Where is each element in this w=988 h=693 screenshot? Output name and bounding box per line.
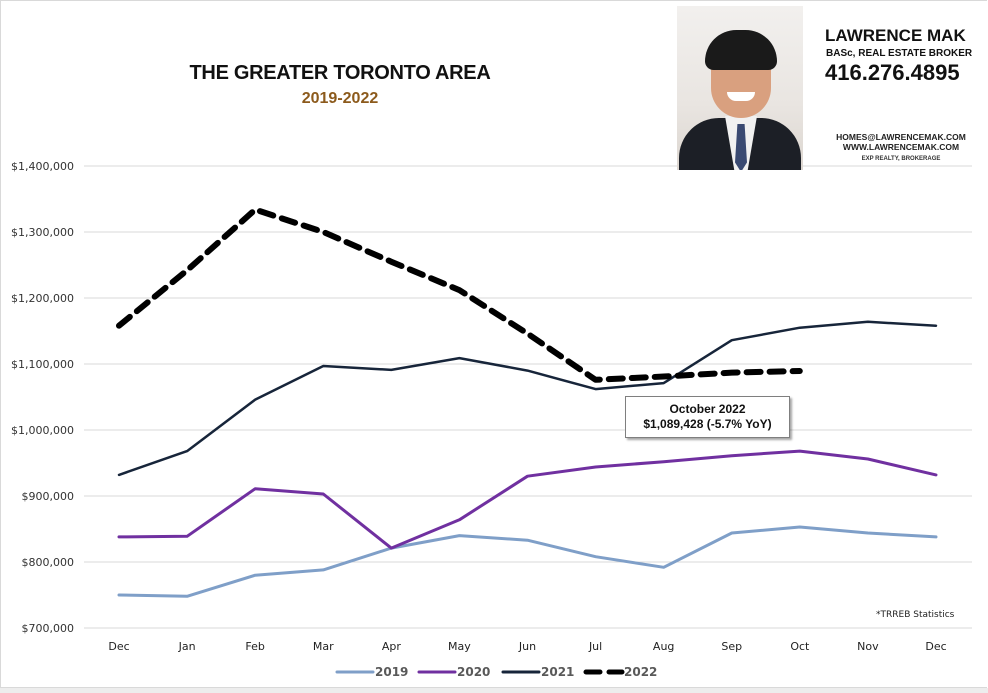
y-tick-label: $1,000,000 [11,424,74,437]
photo-smile [727,92,755,101]
agent-photo [677,6,803,170]
x-tick-label: Sep [721,640,742,653]
legend-label-2020: 2020 [457,665,490,679]
agent-role: BASc, REAL ESTATE BROKER [826,48,973,59]
series-line-2019 [117,525,938,598]
y-tick-label: $1,300,000 [11,226,74,239]
series-line-2022 [116,206,803,383]
y-tick-label: $1,400,000 [11,160,74,173]
y-tick-label: $900,000 [22,490,75,503]
x-tick-label: Dec [925,640,946,653]
callout-line-2: $1,089,428 (-5.7% YoY) [643,417,772,431]
y-tick-label: $1,200,000 [11,292,74,305]
series-line-2021 [117,320,938,477]
series-lines [116,206,938,598]
agent-name: LAWRENCE MAK [825,26,966,45]
x-tick-label: Apr [382,640,402,653]
agent-brokerage: EXP REALTY, BROKERAGE [861,156,941,162]
y-tick-label: $800,000 [22,556,75,569]
source-note: *TRREB Statistics [876,610,955,620]
chart-subtitle: 2019-2022 [301,90,379,107]
chart-title: THE GREATER TORONTO AREA [189,62,491,84]
agent-phone: 416.276.4895 [825,60,960,85]
agent-card: LAWRENCE MAK BASc, REAL ESTATE BROKER 41… [677,6,977,170]
gridlines [84,165,972,629]
x-tick-label: Feb [245,640,264,653]
photo-hair [705,30,777,70]
x-tick-label: Oct [790,640,810,653]
photo-tie [735,124,747,170]
bottom-border-strip [0,688,988,693]
x-tick-label: May [448,640,471,653]
x-tick-label: Jun [518,640,536,653]
legend-label-2022: 2022 [624,665,657,679]
legend-label-2021: 2021 [541,665,574,679]
y-axis-ticks: $700,000 $800,000 $900,000 $1,000,000 $1,100… [11,160,74,635]
y-tick-label: $700,000 [22,622,75,635]
agent-website: WWW.LAWRENCEMAK.COM [842,142,960,152]
series-line-2020 [117,449,938,550]
x-tick-label: Aug [653,640,674,653]
legend-label-2019: 2019 [375,665,408,679]
y-tick-label: $1,100,000 [11,358,74,371]
x-tick-label: Jan [178,640,196,653]
x-axis-ticks: Dec Jan Feb Mar Apr May Jun Jul Aug Sep Oct Nov Dec [108,640,946,653]
october-2022-callout: October 2022 $1,089,428 (-5.7% YoY) [625,396,790,438]
callout-line-1: October 2022 [669,402,746,416]
x-tick-label: Nov [857,640,879,653]
x-tick-label: Dec [108,640,129,653]
x-tick-label: Jul [588,640,602,653]
legend: 2019 2020 2021 2022 [335,665,657,679]
x-tick-label: Mar [313,640,334,653]
agent-email: HOMES@LAWRENCEMAK.COM [836,132,966,142]
